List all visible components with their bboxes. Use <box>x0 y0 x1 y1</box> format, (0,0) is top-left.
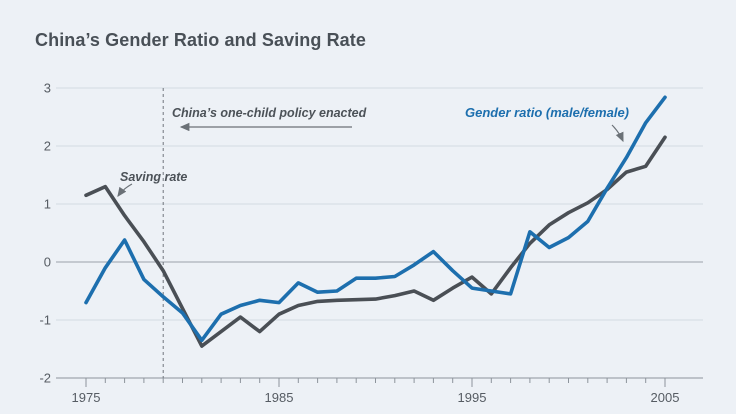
gridlines <box>56 87 703 321</box>
x-tick-label: 1985 <box>265 390 294 405</box>
gender-ratio-line <box>84 95 667 343</box>
y-tick-label: -2 <box>39 371 51 386</box>
y-tick-label: 0 <box>44 255 51 270</box>
y-tick-label: 1 <box>44 197 51 212</box>
x-tick-label: 2005 <box>651 390 680 405</box>
x-axis <box>56 377 703 387</box>
gender-ratio-arrow-icon <box>611 124 624 143</box>
chart-title: China’s Gender Ratio and Saving Rate <box>35 30 367 50</box>
saving-rate-line <box>84 135 667 348</box>
x-axis-labels: 1975 1985 1995 2005 <box>72 390 680 405</box>
y-tick-label: 2 <box>44 139 51 154</box>
policy-annotation-label: China’s one-child policy enacted <box>172 106 367 120</box>
y-axis-labels: 3 2 1 0 -1 -2 <box>39 81 51 386</box>
series-lines <box>84 95 667 348</box>
y-tick-label: -1 <box>39 313 51 328</box>
y-tick-label: 3 <box>44 81 51 96</box>
saving-rate-arrow-icon <box>117 183 133 197</box>
x-tick-label: 1975 <box>72 390 101 405</box>
gender-ratio-series-label: Gender ratio (male/female) <box>465 105 629 120</box>
saving-rate-series-label: Saving rate <box>120 170 187 184</box>
x-tick-label: 1995 <box>458 390 487 405</box>
